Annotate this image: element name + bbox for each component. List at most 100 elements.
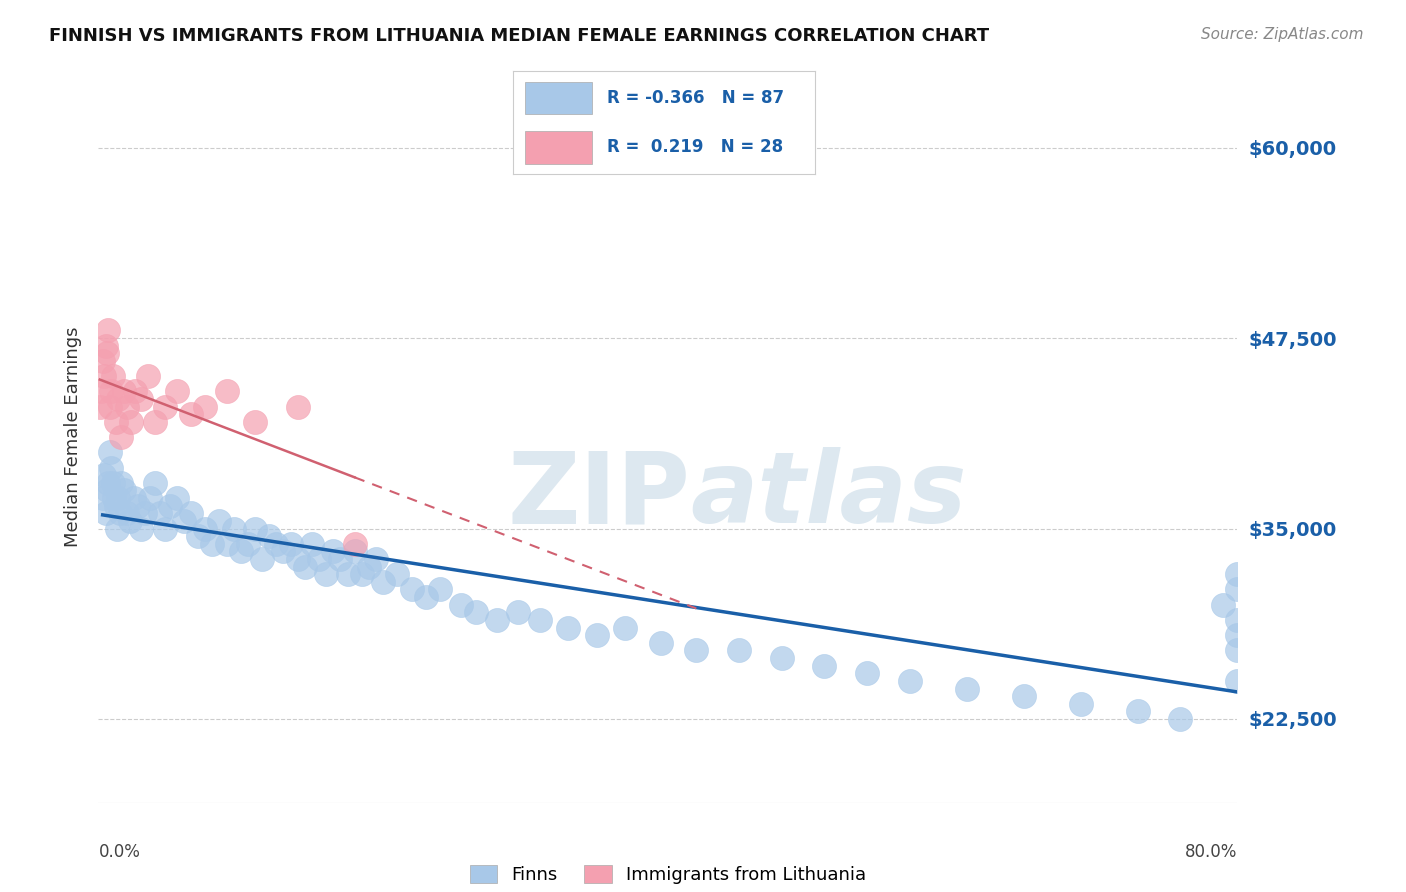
Point <box>194 400 217 414</box>
Point <box>97 323 120 337</box>
Point <box>166 491 188 505</box>
Point <box>180 407 202 421</box>
Point <box>127 499 149 513</box>
Point <box>103 491 125 505</box>
Point <box>813 658 835 673</box>
Point <box>105 521 128 535</box>
Point <box>464 605 486 619</box>
Point <box>118 514 141 528</box>
Point <box>1226 628 1249 642</box>
Point <box>115 400 138 414</box>
Point <box>614 621 637 635</box>
Point <box>108 506 131 520</box>
Point <box>96 346 118 360</box>
Point <box>429 582 451 597</box>
Point <box>280 537 302 551</box>
Point <box>166 384 188 399</box>
Point <box>215 384 238 399</box>
Point <box>1226 613 1249 627</box>
Point <box>508 605 530 619</box>
Point <box>415 590 437 604</box>
Point <box>110 475 132 490</box>
Point <box>100 384 122 399</box>
Point <box>266 537 288 551</box>
Point <box>243 521 266 535</box>
Point <box>856 666 879 681</box>
Point <box>93 468 115 483</box>
Legend: Finns, Immigrants from Lithuania: Finns, Immigrants from Lithuania <box>461 855 875 892</box>
Point <box>308 552 330 566</box>
Text: R =  0.219   N = 28: R = 0.219 N = 28 <box>607 138 783 156</box>
Point <box>187 529 209 543</box>
Point <box>129 392 152 406</box>
Point <box>215 537 238 551</box>
Point <box>100 460 122 475</box>
Point <box>273 544 295 558</box>
Point <box>685 643 707 657</box>
Text: 0.0%: 0.0% <box>98 843 141 861</box>
Point <box>728 643 751 657</box>
Point <box>120 415 142 429</box>
Point <box>315 567 337 582</box>
Point <box>329 552 352 566</box>
Point <box>107 392 129 406</box>
Text: atlas: atlas <box>690 447 967 544</box>
Point <box>301 537 323 551</box>
Point <box>250 552 273 566</box>
Text: ZIP: ZIP <box>508 447 690 544</box>
Point <box>122 491 145 505</box>
Point <box>194 521 217 535</box>
Point <box>112 384 135 399</box>
Point <box>101 475 124 490</box>
Point <box>243 415 266 429</box>
FancyBboxPatch shape <box>526 82 592 114</box>
Point <box>110 430 132 444</box>
Point <box>89 400 111 414</box>
Point <box>585 628 607 642</box>
Point <box>287 552 309 566</box>
Point <box>229 544 252 558</box>
Point <box>98 445 121 459</box>
Point <box>145 475 167 490</box>
Point <box>336 567 359 582</box>
Point <box>91 491 114 505</box>
Point <box>401 582 423 597</box>
Text: R = -0.366   N = 87: R = -0.366 N = 87 <box>607 89 785 107</box>
FancyBboxPatch shape <box>526 131 592 163</box>
Point <box>136 369 159 384</box>
Point <box>208 514 231 528</box>
Point <box>650 636 672 650</box>
Point <box>387 567 409 582</box>
Point <box>115 506 138 520</box>
Point <box>294 559 316 574</box>
Text: FINNISH VS IMMIGRANTS FROM LITHUANIA MEDIAN FEMALE EARNINGS CORRELATION CHART: FINNISH VS IMMIGRANTS FROM LITHUANIA MED… <box>49 27 990 45</box>
Point <box>145 415 167 429</box>
Point <box>450 598 472 612</box>
Point <box>1226 567 1249 582</box>
Point <box>94 338 117 352</box>
Point <box>201 537 224 551</box>
Text: 80.0%: 80.0% <box>1185 843 1237 861</box>
Point <box>1226 673 1249 688</box>
Point <box>770 651 793 665</box>
Point <box>287 400 309 414</box>
Point <box>155 400 177 414</box>
Point <box>90 384 112 399</box>
Point <box>180 506 202 520</box>
Point <box>112 483 135 498</box>
Point <box>91 354 114 368</box>
Point <box>155 521 177 535</box>
Point <box>104 499 127 513</box>
Point <box>343 544 366 558</box>
Point <box>1070 697 1092 711</box>
Point <box>373 574 395 589</box>
Point <box>101 369 124 384</box>
Point <box>259 529 281 543</box>
Point <box>149 506 172 520</box>
Point <box>343 537 366 551</box>
Point <box>159 499 181 513</box>
Point <box>357 559 380 574</box>
Point <box>129 521 152 535</box>
Point <box>1226 582 1249 597</box>
Point <box>107 491 129 505</box>
